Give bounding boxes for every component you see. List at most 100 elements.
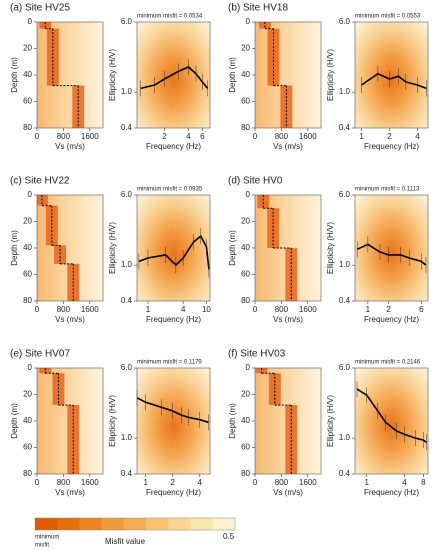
layer-band xyxy=(39,22,52,29)
y-tick-label: 0 xyxy=(246,363,251,372)
colorbar-label: Misfit value xyxy=(105,537,146,546)
y-tick-label: 40 xyxy=(23,70,32,79)
y-tick-label: 80 xyxy=(23,469,32,478)
y-tick-label: 1.0 xyxy=(339,433,351,442)
x-tick-label: 0 xyxy=(253,478,258,487)
y-axis-label: Ellipticity (H/V) xyxy=(326,49,335,101)
y-tick-label: 1.0 xyxy=(121,87,133,96)
x-tick-label: 2 xyxy=(386,305,391,314)
x-tick-label: 800 xyxy=(275,305,289,314)
x-tick-label: 4 xyxy=(402,478,407,487)
colorbar-swatch xyxy=(168,518,191,530)
x-tick-label: 800 xyxy=(57,132,71,141)
y-tick-label: 80 xyxy=(241,296,250,305)
x-tick-label: 1 xyxy=(143,478,148,487)
x-axis-label: Frequency (Hz) xyxy=(364,315,419,324)
x-tick-label: 1600 xyxy=(81,132,99,141)
ensemble-background xyxy=(137,368,210,474)
layer-band xyxy=(39,368,52,374)
x-tick-label: 1600 xyxy=(299,132,317,141)
x-tick-label: 1600 xyxy=(81,478,99,487)
y-axis-label: Depth (m) xyxy=(10,403,19,439)
layer-band xyxy=(54,245,67,264)
x-tick-label: 800 xyxy=(57,305,71,314)
y-axis-label: Depth (m) xyxy=(228,403,237,439)
y-axis-label: Depth (m) xyxy=(10,57,19,93)
layer-band xyxy=(258,22,271,29)
x-axis-label: Frequency (Hz) xyxy=(364,142,419,151)
axes-frame xyxy=(354,367,429,475)
y-tick-label: 40 xyxy=(241,70,250,79)
y-tick-label: 6.0 xyxy=(121,363,133,372)
y-axis-label: Ellipticity (H/V) xyxy=(326,222,335,274)
colorbar-max-label: 0.5 xyxy=(223,532,235,541)
y-axis-label: Depth (m) xyxy=(228,230,237,266)
panel-title: (d) Site HV0 xyxy=(228,176,283,187)
y-tick-label: 80 xyxy=(23,123,32,132)
x-tick-label: 1 xyxy=(364,478,369,487)
mean-curve xyxy=(136,397,209,424)
ensemble-background xyxy=(137,195,210,301)
y-tick-label: 60 xyxy=(23,97,32,106)
x-tick-label: 2 xyxy=(171,478,176,487)
x-tick-label: 1600 xyxy=(299,478,317,487)
x-tick-label: 800 xyxy=(57,478,71,487)
y-tick-label: 0 xyxy=(28,17,33,26)
y-tick-label: 0 xyxy=(246,17,251,26)
x-tick-label: 4 xyxy=(198,478,203,487)
misfit-note: minimum misfit = 0.0553 xyxy=(355,14,421,20)
x-tick-label: 1600 xyxy=(81,305,99,314)
y-axis-label: Ellipticity (H/V) xyxy=(108,395,117,447)
y-tick-label: 20 xyxy=(23,390,32,399)
layer-band xyxy=(67,405,80,474)
misfit-note: minimum misfit = 0.2146 xyxy=(355,360,421,366)
x-tick-label: 2 xyxy=(387,132,392,141)
y-tick-label: 1.0 xyxy=(121,433,133,442)
x-tick-label: 6 xyxy=(200,132,205,141)
y-tick-label: 1.0 xyxy=(339,260,351,269)
y-tick-label: 60 xyxy=(241,443,250,452)
axes-frame xyxy=(354,21,429,129)
layer-band xyxy=(267,208,280,248)
ensemble-background xyxy=(355,195,428,301)
x-tick-label: 0 xyxy=(35,305,40,314)
ensemble-background xyxy=(355,368,428,474)
x-tick-label: 1 xyxy=(366,305,371,314)
axes-frame xyxy=(136,194,211,302)
x-tick-label: 4 xyxy=(415,132,420,141)
y-tick-label: 0 xyxy=(28,363,33,372)
y-tick-label: 60 xyxy=(23,270,32,279)
colorbar-swatch xyxy=(190,518,214,530)
mean-curve xyxy=(140,66,209,90)
y-tick-label: 80 xyxy=(23,296,32,305)
y-axis-label: Depth (m) xyxy=(10,230,19,266)
colorbar-swatch xyxy=(212,518,236,530)
colorbar-swatch xyxy=(146,518,169,530)
x-tick-label: 800 xyxy=(275,478,289,487)
y-tick-label: 6.0 xyxy=(339,363,351,372)
y-tick-label: 0 xyxy=(28,190,33,199)
colorbar-swatch xyxy=(57,518,80,530)
layer-band xyxy=(285,405,298,474)
y-tick-label: 20 xyxy=(23,217,32,226)
x-axis-label: Vs (m/s) xyxy=(55,315,85,324)
mean-curve xyxy=(356,243,427,266)
x-tick-label: 4 xyxy=(181,305,186,314)
x-tick-label: 0 xyxy=(253,305,258,314)
colorbar-min-label: minimum xyxy=(35,535,59,541)
axes-frame xyxy=(136,21,211,129)
x-tick-label: 8 xyxy=(421,478,426,487)
ensemble-background xyxy=(355,22,428,128)
colorbar-swatch xyxy=(79,518,102,530)
x-axis-label: Vs (m/s) xyxy=(55,142,85,151)
layer-band xyxy=(257,195,270,209)
y-tick-label: 80 xyxy=(241,469,250,478)
y-tick-label: 20 xyxy=(241,390,250,399)
colorbar-swatch xyxy=(101,518,125,530)
x-axis-label: Frequency (Hz) xyxy=(146,142,201,151)
y-axis-label: Depth (m) xyxy=(228,57,237,93)
y-axis-label: Ellipticity (H/V) xyxy=(108,49,117,101)
y-tick-label: 1.0 xyxy=(339,87,351,96)
misfit-note: minimum misfit = 0.1113 xyxy=(355,187,420,193)
